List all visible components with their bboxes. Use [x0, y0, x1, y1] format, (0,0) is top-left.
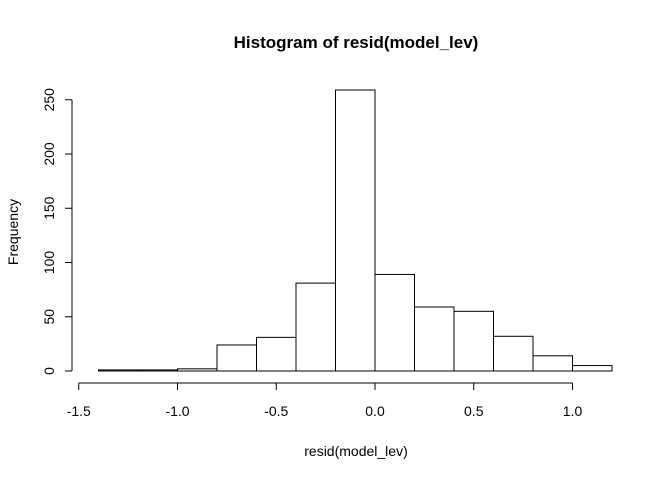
x-tick-label-3: 0.0	[365, 403, 385, 419]
histogram-bar-3	[216, 344, 257, 372]
y-tick-label-3: 150	[41, 196, 57, 220]
y-axis: 0 50 100 150 200 250	[41, 88, 73, 375]
x-tick-label-1: -1.0	[165, 403, 189, 419]
histogram-bar-10	[493, 335, 534, 372]
x-tick-label-0: -1.5	[67, 403, 91, 419]
histogram-bar-11	[532, 355, 573, 372]
histogram-bar-1	[137, 369, 178, 372]
x-tick-label-4: 0.5	[464, 403, 484, 419]
y-tick-label-0: 0	[41, 367, 57, 375]
y-tick-label-5: 250	[41, 88, 57, 112]
y-tick-label-1: 50	[41, 309, 57, 325]
x-tick-label-5: 1.0	[563, 403, 583, 419]
histogram-bars	[98, 89, 613, 372]
y-tick-label-4: 200	[41, 142, 57, 166]
chart-title: Histogram of resid(model_lev)	[234, 33, 479, 52]
histogram-bar-5	[295, 282, 336, 372]
histogram-bar-6	[335, 89, 376, 372]
histogram-bar-8	[414, 306, 455, 372]
y-tick-label-2: 100	[41, 251, 57, 275]
y-axis-label: Frequency	[5, 199, 21, 265]
histogram-bar-0	[98, 369, 139, 372]
histogram-bar-7	[374, 273, 415, 372]
histogram-bar-9	[453, 310, 494, 372]
histogram-bar-2	[177, 368, 218, 372]
x-axis-label: resid(model_lev)	[304, 443, 407, 459]
x-axis: -1.5 -1.0 -0.5 0.0 0.5 1.0	[67, 382, 583, 419]
histogram-bar-4	[256, 336, 297, 372]
x-tick-label-2: -0.5	[264, 403, 288, 419]
histogram-bar-12	[572, 365, 613, 372]
